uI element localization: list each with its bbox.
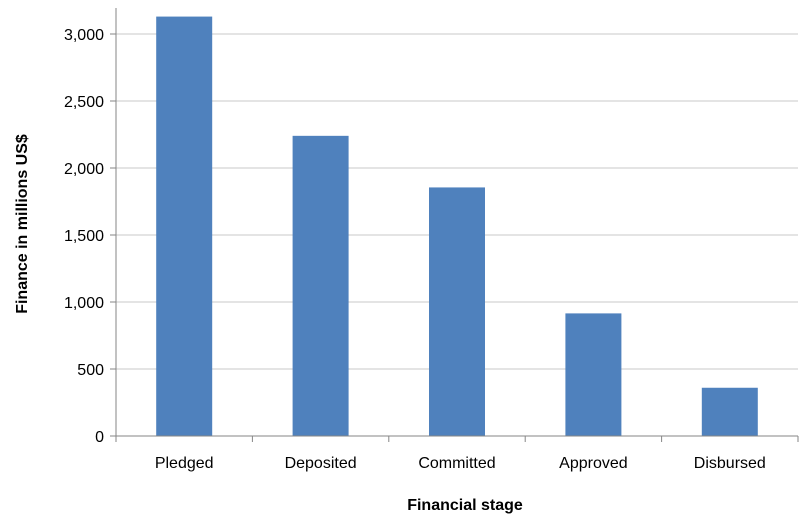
axes: [110, 8, 799, 442]
bar-disbursed: [701, 387, 758, 436]
x-axis-title: Financial stage: [407, 497, 523, 514]
y-tick-label-2000: 2,000: [64, 161, 104, 178]
x-tick-label-deposited: Deposited: [285, 455, 357, 472]
bar-committed: [429, 187, 485, 436]
bars: [156, 16, 758, 437]
y-tick-label-1000: 1,000: [64, 295, 104, 312]
y-tick-label-0: 0: [95, 429, 104, 446]
bar-deposited: [292, 135, 349, 436]
y-tick-label-1500: 1,500: [64, 228, 104, 245]
x-tick-label-committed: Committed: [418, 455, 495, 472]
y-tick-label-2500: 2,500: [64, 94, 104, 111]
bar-pledged: [156, 16, 213, 437]
tick-labels: 0 500 1,000 1,500 2,000 2,500 3,000 Pledged Depo…: [64, 27, 766, 472]
bar-approved: [565, 313, 622, 436]
y-tick-label-3000: 3,000: [64, 27, 104, 44]
y-axis-title: Finance in millions US$: [14, 134, 31, 314]
y-tick-label-500: 500: [77, 362, 104, 379]
x-tick-label-approved: Approved: [559, 455, 628, 472]
x-tick-label-pledged: Pledged: [155, 455, 214, 472]
x-tick-label-disbursed: Disbursed: [694, 455, 766, 472]
